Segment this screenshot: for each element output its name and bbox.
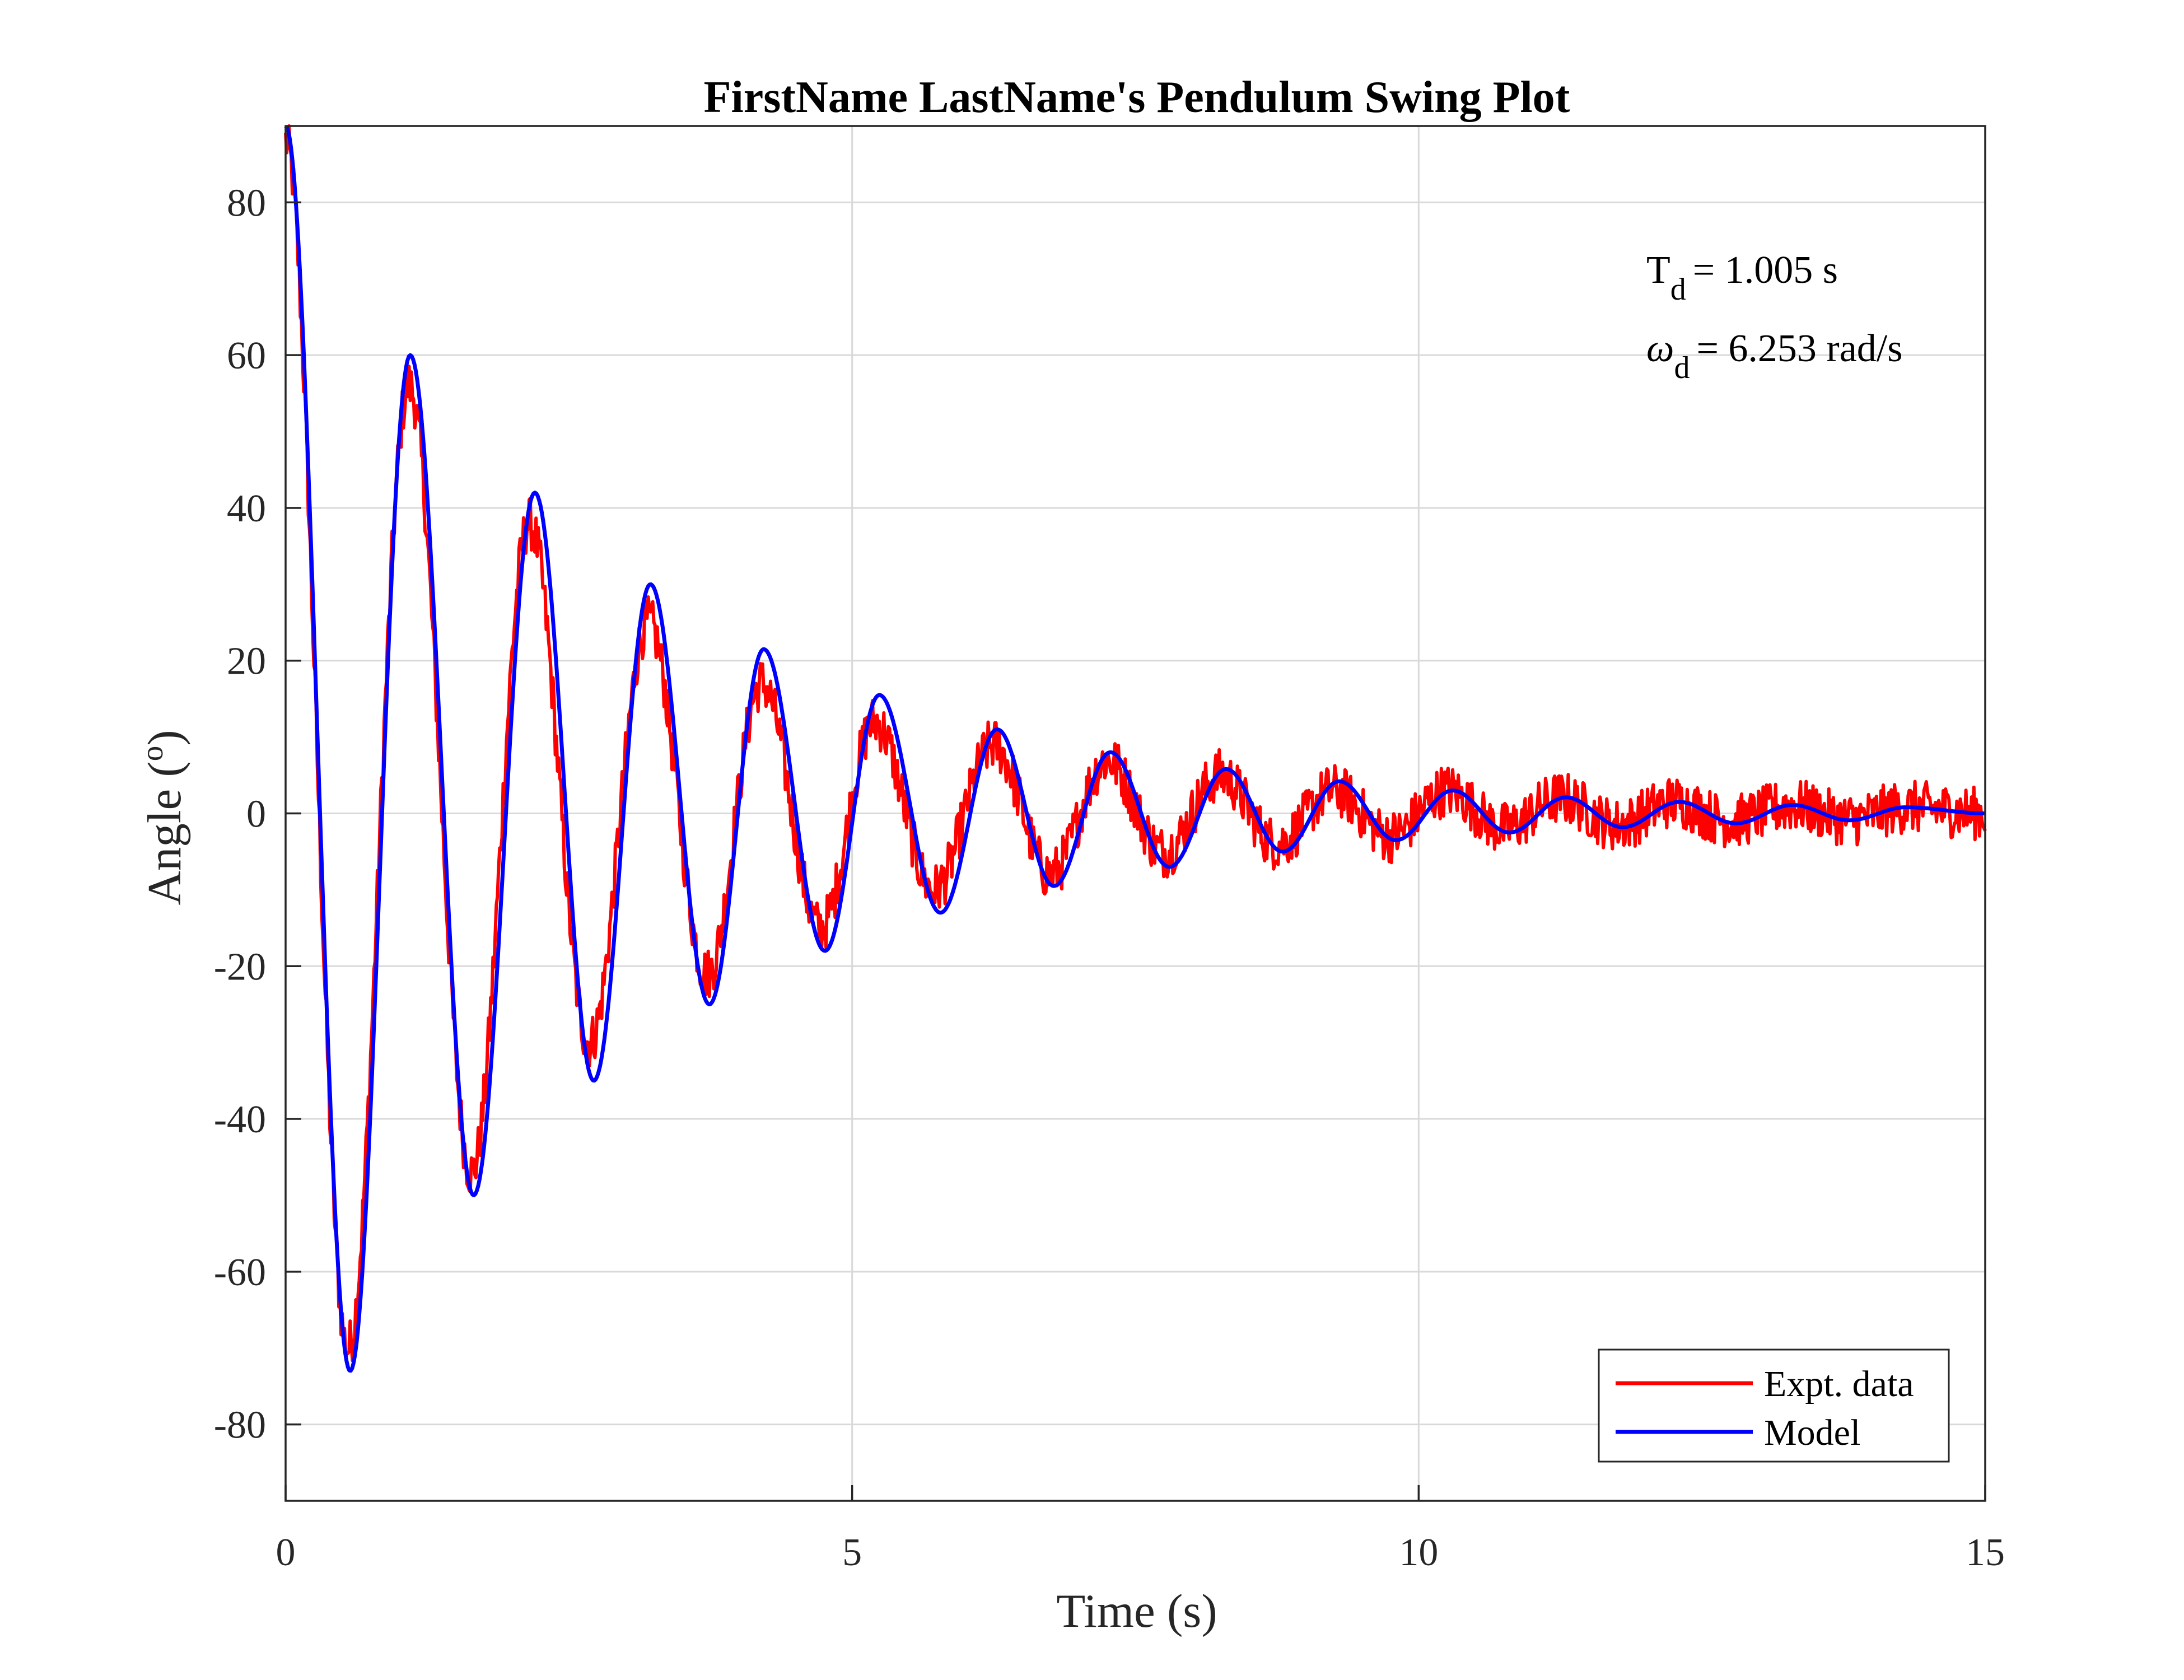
y-tick-label: -80 [214, 1404, 266, 1447]
y-tick-label: 0 [246, 793, 266, 836]
period-annotation: Td = 1.005 s [1646, 249, 1838, 307]
y-tick-label: -40 [214, 1098, 266, 1141]
x-axis-label: Time (s) [1056, 1585, 1217, 1637]
y-axis-label-superscript: o [135, 746, 169, 762]
x-tick-label: 15 [1966, 1531, 2005, 1574]
frequency-symbol: ω [1646, 327, 1674, 370]
series-lines [284, 124, 1987, 1373]
x-tick-label: 0 [276, 1531, 296, 1574]
x-tick-label: 5 [842, 1531, 862, 1574]
frequency-value: = 6.253 rad/s [1696, 327, 1902, 370]
y-axis-label-main: Angle ( [138, 761, 191, 905]
y-tick-label: 80 [227, 181, 266, 225]
y-axis-label-close: ) [138, 730, 191, 745]
period-value: = 1.005 s [1693, 249, 1838, 292]
period-subscript: d [1670, 272, 1686, 307]
frequency-annotation: ωd = 6.253 rad/s [1646, 327, 1902, 385]
frequency-subscript: d [1674, 351, 1690, 385]
y-tick-label: 40 [227, 487, 266, 530]
legend-label-model: Model [1764, 1412, 1860, 1453]
y-tick-label: -20 [214, 945, 266, 988]
period-symbol: T [1646, 249, 1670, 292]
y-axis-label: Angle (o) [135, 730, 191, 905]
y-tick-label: 20 [227, 640, 266, 683]
y-tick-label: -60 [214, 1251, 266, 1294]
chart-title: FirstName LastName's Pendulum Swing Plot [704, 73, 1570, 122]
x-tick-label: 10 [1399, 1531, 1438, 1574]
y-tick-label: 60 [227, 334, 266, 377]
axis-ticks: 0 5 10 15 -80 -60 -40 -20 0 20 40 60 80 [214, 181, 2005, 1574]
legend: Expt. data Model [1598, 1348, 1950, 1463]
legend-label-expt: Expt. data [1764, 1364, 1914, 1404]
legend-box [1598, 1348, 1950, 1463]
series-line-model [284, 124, 1986, 1373]
